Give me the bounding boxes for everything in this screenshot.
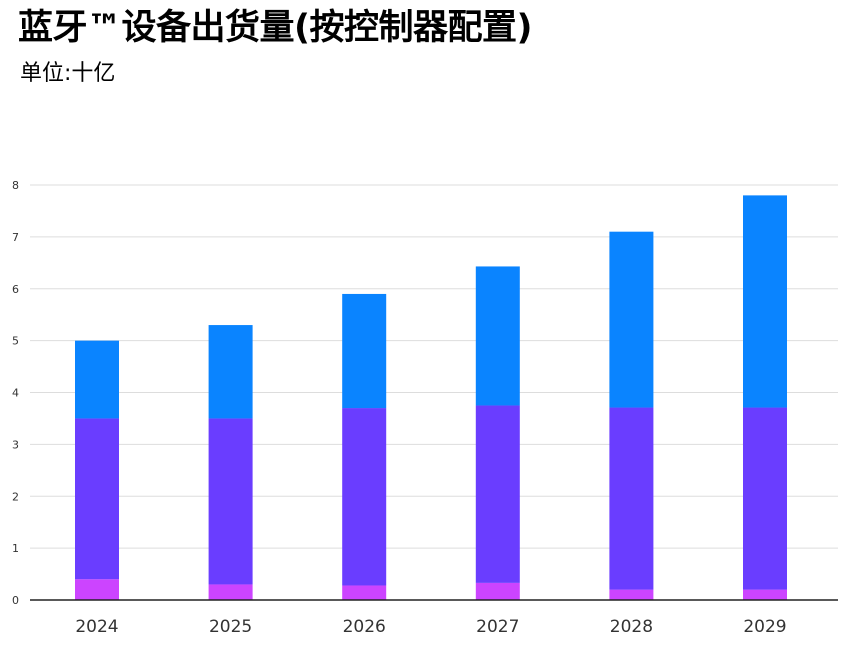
bar-segment xyxy=(342,293,387,409)
bar-segment xyxy=(342,585,387,600)
bar-segment xyxy=(475,266,520,406)
bar-segment xyxy=(609,589,654,600)
bar-segment xyxy=(75,418,119,580)
bar-segment xyxy=(609,231,654,408)
bar-segment xyxy=(743,195,787,408)
x-tick-label: 2024 xyxy=(75,617,118,637)
grid-lines xyxy=(30,184,838,549)
x-axis-ticks: 2024 2025 2026 2027 2028 2029 xyxy=(75,617,786,637)
y-tick-label: 3 xyxy=(12,438,19,451)
y-tick-label: 7 xyxy=(12,231,19,244)
y-tick-label: 5 xyxy=(12,335,19,348)
y-tick-label: 1 xyxy=(12,542,19,555)
y-tick-label: 6 xyxy=(12,283,19,296)
bars xyxy=(75,195,787,600)
bar-segment xyxy=(475,405,520,583)
x-tick-label: 2027 xyxy=(476,617,519,637)
chart-subtitle: 单位:十亿 xyxy=(20,61,116,86)
y-axis-ticks: 0 1 2 3 4 5 6 7 8 xyxy=(12,179,19,607)
bar-segment xyxy=(208,418,253,585)
x-tick-label: 2025 xyxy=(209,617,252,637)
bar-segment xyxy=(75,340,119,419)
y-tick-label: 0 xyxy=(12,594,19,607)
chart-title: 蓝牙™设备出货量(按控制器配置) xyxy=(18,8,533,48)
y-tick-label: 4 xyxy=(12,387,19,400)
bar-segment xyxy=(743,589,787,600)
y-tick-label: 8 xyxy=(12,179,19,192)
bar-segment xyxy=(208,584,253,600)
bar-segment xyxy=(208,325,253,419)
y-tick-label: 2 xyxy=(12,490,19,503)
x-tick-label: 2028 xyxy=(610,617,653,637)
bar-segment xyxy=(342,408,387,586)
bar-segment xyxy=(743,407,787,590)
bar-segment xyxy=(75,579,119,600)
bar-segment xyxy=(475,582,520,600)
x-tick-label: 2026 xyxy=(343,617,386,637)
bar-segment xyxy=(609,407,654,590)
x-tick-label: 2029 xyxy=(743,617,786,637)
